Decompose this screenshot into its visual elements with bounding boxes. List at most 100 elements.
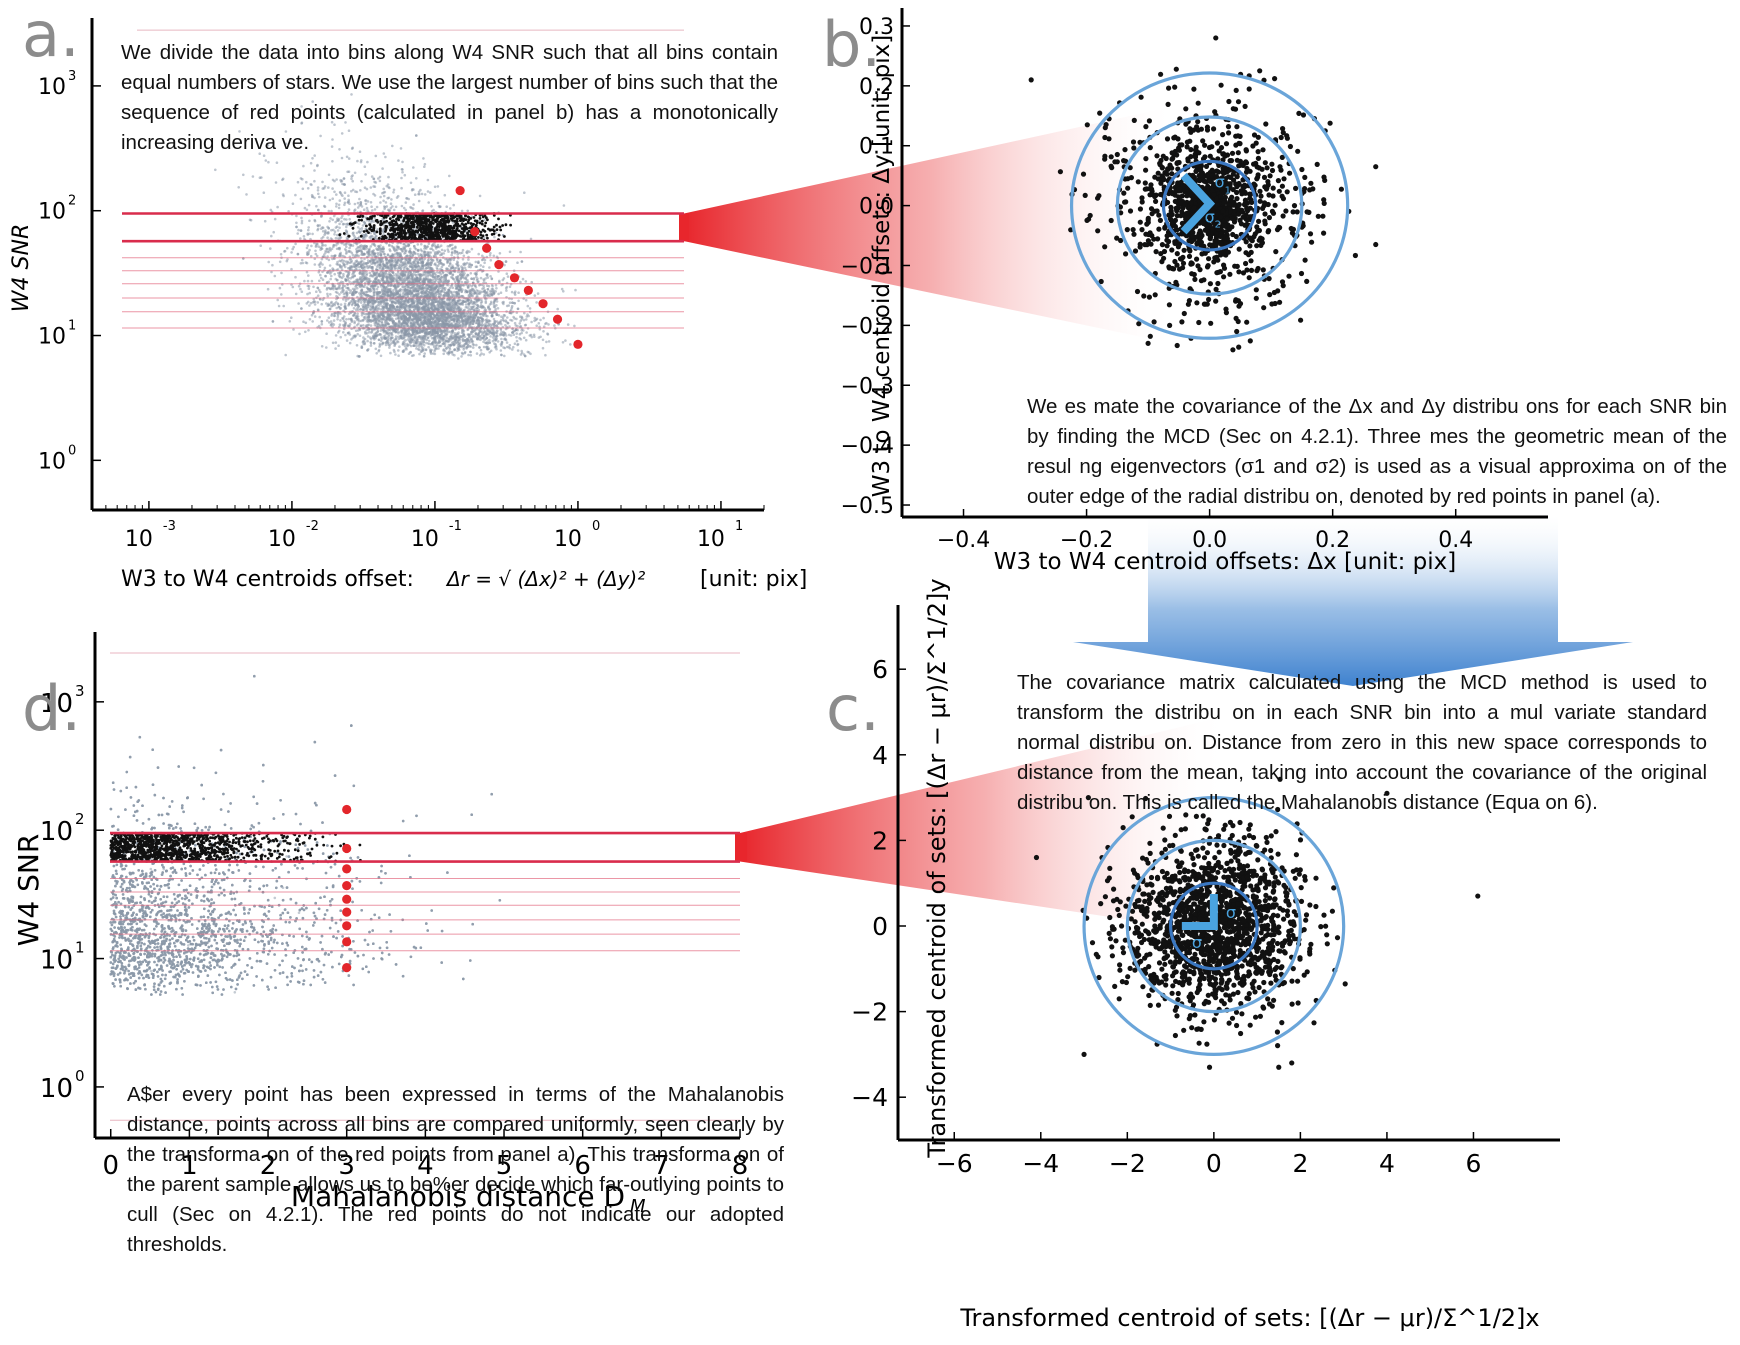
data-point <box>415 177 418 180</box>
data-point <box>420 290 423 294</box>
data-point <box>316 186 320 189</box>
data-point <box>497 292 500 296</box>
data-point <box>535 301 538 304</box>
data-point <box>405 197 408 200</box>
data-point <box>517 291 520 295</box>
data-point <box>466 343 469 346</box>
data-point <box>482 345 486 349</box>
data-point <box>522 329 525 332</box>
data-point <box>483 307 487 310</box>
data-point <box>328 198 332 202</box>
data-point <box>438 341 441 344</box>
data-point <box>338 323 342 327</box>
data-point <box>330 305 333 308</box>
data-point <box>423 165 426 168</box>
data-point <box>307 284 311 288</box>
data-point <box>453 290 456 294</box>
data-point <box>394 335 398 338</box>
data-point <box>330 274 333 278</box>
data-point <box>489 251 492 255</box>
data-point <box>448 348 452 351</box>
zoom-funnel-d-base <box>735 833 747 862</box>
data-point <box>282 304 286 308</box>
data-point <box>530 280 533 284</box>
data-point <box>468 250 471 253</box>
data-point <box>541 338 545 342</box>
data-point <box>403 299 406 303</box>
data-point <box>479 276 483 280</box>
data-point <box>398 345 401 349</box>
data-point <box>356 201 360 205</box>
data-point <box>314 249 317 253</box>
data-point <box>340 216 343 220</box>
data-point <box>343 302 347 306</box>
data-point <box>477 338 481 341</box>
data-point <box>488 254 492 257</box>
data-point <box>522 318 526 322</box>
data-point <box>426 178 430 182</box>
data-point <box>338 275 342 278</box>
data-point <box>541 346 545 350</box>
data-point <box>309 301 313 305</box>
data-point <box>470 284 474 288</box>
data-point <box>353 171 357 175</box>
data-point <box>356 312 359 316</box>
data-point <box>450 253 454 257</box>
data-point <box>437 344 441 348</box>
data-point <box>245 193 248 196</box>
data-point <box>328 272 332 275</box>
data-point <box>356 159 359 163</box>
data-point <box>366 335 370 338</box>
data-point <box>345 225 348 229</box>
data-point <box>410 354 414 358</box>
data-point <box>251 175 255 178</box>
data-point <box>473 291 477 294</box>
data-point <box>356 303 360 306</box>
data-point <box>324 274 327 278</box>
data-point <box>525 315 529 318</box>
data-point <box>442 252 446 255</box>
data-point <box>453 353 456 357</box>
data-point <box>478 346 481 349</box>
data-point <box>356 329 360 332</box>
data-point <box>544 322 547 326</box>
data-point <box>362 336 365 339</box>
data-point <box>347 194 350 197</box>
data-point <box>353 208 357 211</box>
data-point <box>503 338 506 341</box>
data-point <box>498 252 502 255</box>
data-point <box>376 308 380 311</box>
data-point <box>445 205 449 208</box>
data-point <box>425 266 428 270</box>
data-point <box>274 181 278 184</box>
data-point <box>374 347 378 351</box>
data-point <box>363 186 367 189</box>
data-point <box>449 315 453 319</box>
data-point <box>307 226 311 229</box>
data-point <box>280 293 283 296</box>
data-point <box>343 191 347 194</box>
data-point <box>291 202 295 205</box>
data-point <box>376 260 379 264</box>
data-point <box>345 286 348 290</box>
data-point <box>306 279 310 283</box>
data-point <box>342 222 346 226</box>
data-point <box>402 247 406 250</box>
data-point <box>370 331 373 334</box>
data-point <box>463 350 467 354</box>
data-point <box>476 315 479 319</box>
data-point <box>404 201 408 204</box>
data-point <box>508 347 512 350</box>
data-point <box>319 290 322 294</box>
data-point <box>311 232 314 236</box>
data-point <box>273 274 277 278</box>
data-point <box>499 349 503 352</box>
data-point <box>388 299 392 302</box>
data-point <box>456 253 460 256</box>
data-point <box>305 180 308 184</box>
data-point <box>408 247 412 251</box>
data-point <box>285 259 289 263</box>
data-point <box>492 254 496 258</box>
data-point <box>521 277 525 281</box>
